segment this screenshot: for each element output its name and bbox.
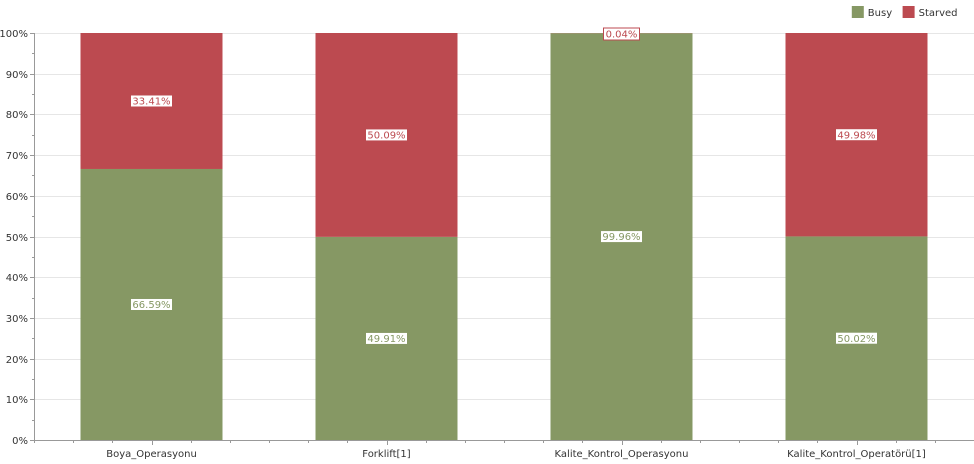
y-tick-label: 90% — [6, 70, 28, 81]
y-tick-label: 60% — [6, 192, 28, 203]
legend-label: Starved — [919, 8, 958, 19]
y-tick-label: 70% — [6, 151, 28, 162]
y-tick-label: 40% — [6, 273, 28, 284]
data-label-box — [365, 331, 408, 345]
x-tick-label: Kalite_Kontrol_Operatörü[1] — [787, 449, 926, 460]
legend-label: Busy — [868, 8, 892, 19]
data-label-text: 49.98% — [837, 130, 875, 141]
data-label-text: 50.02% — [837, 334, 875, 345]
data-label-starved-0: 33.41% — [130, 94, 173, 108]
data-label-text: 99.96% — [602, 232, 640, 243]
data-labels-group: 66.59% 33.41% 49.91% 50.09% 99.96% 0.04% 50.02… — [130, 27, 878, 345]
x-tick-label: Kalite_Kontrol_Operasyonu — [555, 449, 689, 460]
y-tick-label: 20% — [6, 355, 28, 366]
data-label-busy-0: 66.59% — [130, 297, 173, 311]
x-tick-label: Forklift[1] — [362, 449, 411, 460]
legend-item-starved[interactable]: Starved — [902, 6, 958, 19]
data-label-box — [600, 230, 643, 244]
legend-swatch — [851, 6, 864, 18]
data-label-text: 49.91% — [367, 334, 405, 345]
axes-group: 0% 10% 20% 30% 40% 50% 60% 70% 80% 90% 100% Boya_Op… — [0, 29, 974, 460]
data-label-text: 66.59% — [132, 300, 170, 311]
y-tick-label: 80% — [6, 110, 28, 121]
data-label-box — [365, 128, 408, 142]
x-tick-label: Boya_Operasyonu — [106, 449, 197, 460]
legend-swatch — [902, 6, 915, 18]
data-label-text: 33.41% — [132, 97, 170, 108]
data-label-box — [835, 128, 878, 142]
y-tick-label: 0% — [12, 436, 28, 447]
data-label-text: 0.04% — [606, 30, 638, 41]
data-label-starved-3: 49.98% — [835, 128, 878, 142]
data-label-box — [130, 297, 173, 311]
data-label-starved-2: 0.04% — [603, 27, 640, 41]
data-label-box — [835, 331, 878, 345]
data-label-starved-1: 50.09% — [365, 128, 408, 142]
y-tick-label: 30% — [6, 314, 28, 325]
data-label-box — [603, 27, 640, 41]
y-tick-label: 50% — [6, 233, 28, 244]
bars-group — [80, 33, 928, 440]
y-tick-label: 10% — [6, 395, 28, 406]
legend: Busy Starved — [851, 6, 958, 19]
y-tick-label: 100% — [0, 29, 28, 40]
data-label-busy-2: 99.96% — [600, 230, 643, 244]
legend-item-busy[interactable]: Busy — [851, 6, 892, 19]
data-label-box — [130, 94, 173, 108]
data-label-busy-1: 49.91% — [365, 331, 408, 345]
data-label-busy-3: 50.02% — [835, 331, 878, 345]
data-label-text: 50.09% — [367, 131, 405, 142]
